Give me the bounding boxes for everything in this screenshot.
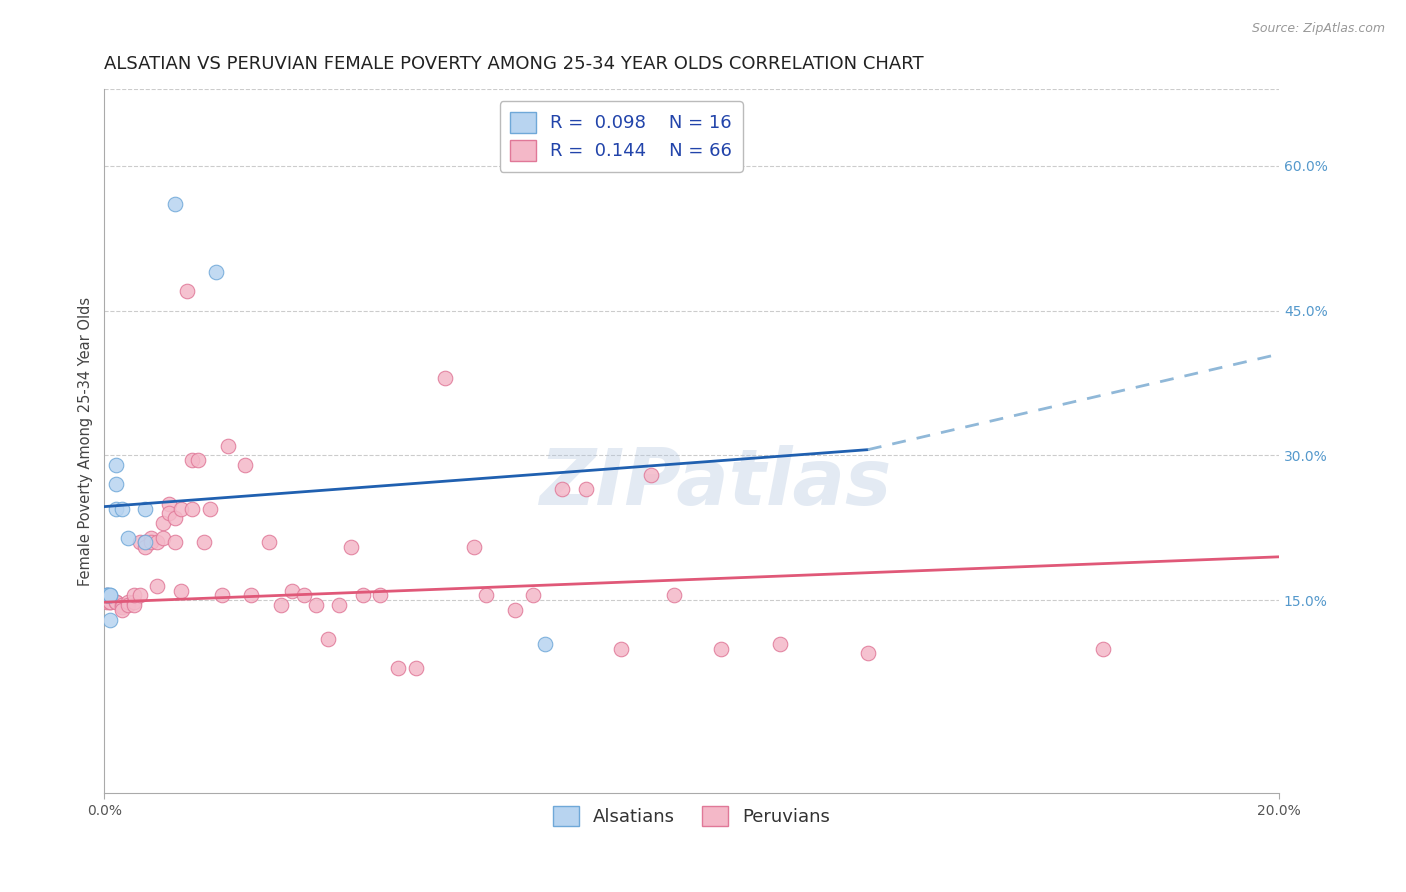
Point — [152, 531, 174, 545]
Point — [141, 535, 163, 549]
Point — [105, 477, 128, 491]
Point — [551, 482, 574, 496]
Point — [134, 501, 156, 516]
Point — [352, 589, 374, 603]
Point — [187, 453, 209, 467]
Point — [163, 197, 186, 211]
Point — [146, 579, 169, 593]
Point — [163, 511, 186, 525]
Point — [170, 501, 193, 516]
Point — [98, 613, 121, 627]
Point — [122, 598, 145, 612]
Point — [316, 632, 339, 646]
Text: Source: ZipAtlas.com: Source: ZipAtlas.com — [1251, 22, 1385, 36]
Point — [305, 598, 328, 612]
Point — [117, 531, 139, 545]
Point — [96, 589, 118, 603]
Point — [575, 482, 598, 496]
Point — [475, 589, 498, 603]
Point — [370, 589, 392, 603]
Point — [96, 589, 118, 603]
Point — [211, 589, 233, 603]
Point — [157, 507, 180, 521]
Point — [98, 595, 121, 609]
Point — [270, 598, 292, 612]
Y-axis label: Female Poverty Among 25-34 Year Olds: Female Poverty Among 25-34 Year Olds — [79, 296, 93, 585]
Point — [281, 583, 304, 598]
Point — [111, 603, 134, 617]
Point — [98, 589, 121, 603]
Point — [134, 535, 156, 549]
Point — [157, 497, 180, 511]
Point — [257, 535, 280, 549]
Text: ZIPatlas: ZIPatlas — [538, 445, 891, 521]
Point — [505, 603, 527, 617]
Point — [176, 285, 198, 299]
Point — [640, 467, 662, 482]
Point — [105, 501, 128, 516]
Point — [96, 589, 118, 603]
Point — [170, 583, 193, 598]
Point — [134, 535, 156, 549]
Point — [146, 535, 169, 549]
Point — [387, 661, 409, 675]
Point — [141, 531, 163, 545]
Point — [769, 637, 792, 651]
Point — [98, 595, 121, 609]
Point — [181, 453, 204, 467]
Point — [98, 589, 121, 603]
Point — [205, 265, 228, 279]
Point — [217, 439, 239, 453]
Point — [233, 458, 256, 472]
Point — [463, 540, 485, 554]
Point — [152, 516, 174, 530]
Point — [434, 371, 457, 385]
Point — [193, 535, 215, 549]
Point — [117, 598, 139, 612]
Point — [340, 540, 363, 554]
Point — [96, 595, 118, 609]
Point — [111, 501, 134, 516]
Point — [122, 595, 145, 609]
Point — [328, 598, 350, 612]
Legend: Alsatians, Peruvians: Alsatians, Peruvians — [547, 798, 837, 834]
Point — [181, 501, 204, 516]
Point — [128, 589, 150, 603]
Point — [117, 595, 139, 609]
Point — [105, 458, 128, 472]
Point — [522, 589, 544, 603]
Point — [710, 641, 733, 656]
Point — [134, 540, 156, 554]
Point — [240, 589, 263, 603]
Point — [111, 598, 134, 612]
Point — [292, 589, 315, 603]
Point — [198, 501, 221, 516]
Point — [856, 646, 879, 660]
Point — [405, 661, 427, 675]
Point — [122, 589, 145, 603]
Point — [662, 589, 685, 603]
Point — [111, 600, 134, 615]
Point — [163, 535, 186, 549]
Point — [610, 641, 633, 656]
Point — [105, 595, 128, 609]
Point — [105, 595, 128, 609]
Point — [534, 637, 557, 651]
Point — [96, 589, 118, 603]
Text: ALSATIAN VS PERUVIAN FEMALE POVERTY AMONG 25-34 YEAR OLDS CORRELATION CHART: ALSATIAN VS PERUVIAN FEMALE POVERTY AMON… — [104, 55, 924, 73]
Point — [128, 535, 150, 549]
Point — [1091, 641, 1114, 656]
